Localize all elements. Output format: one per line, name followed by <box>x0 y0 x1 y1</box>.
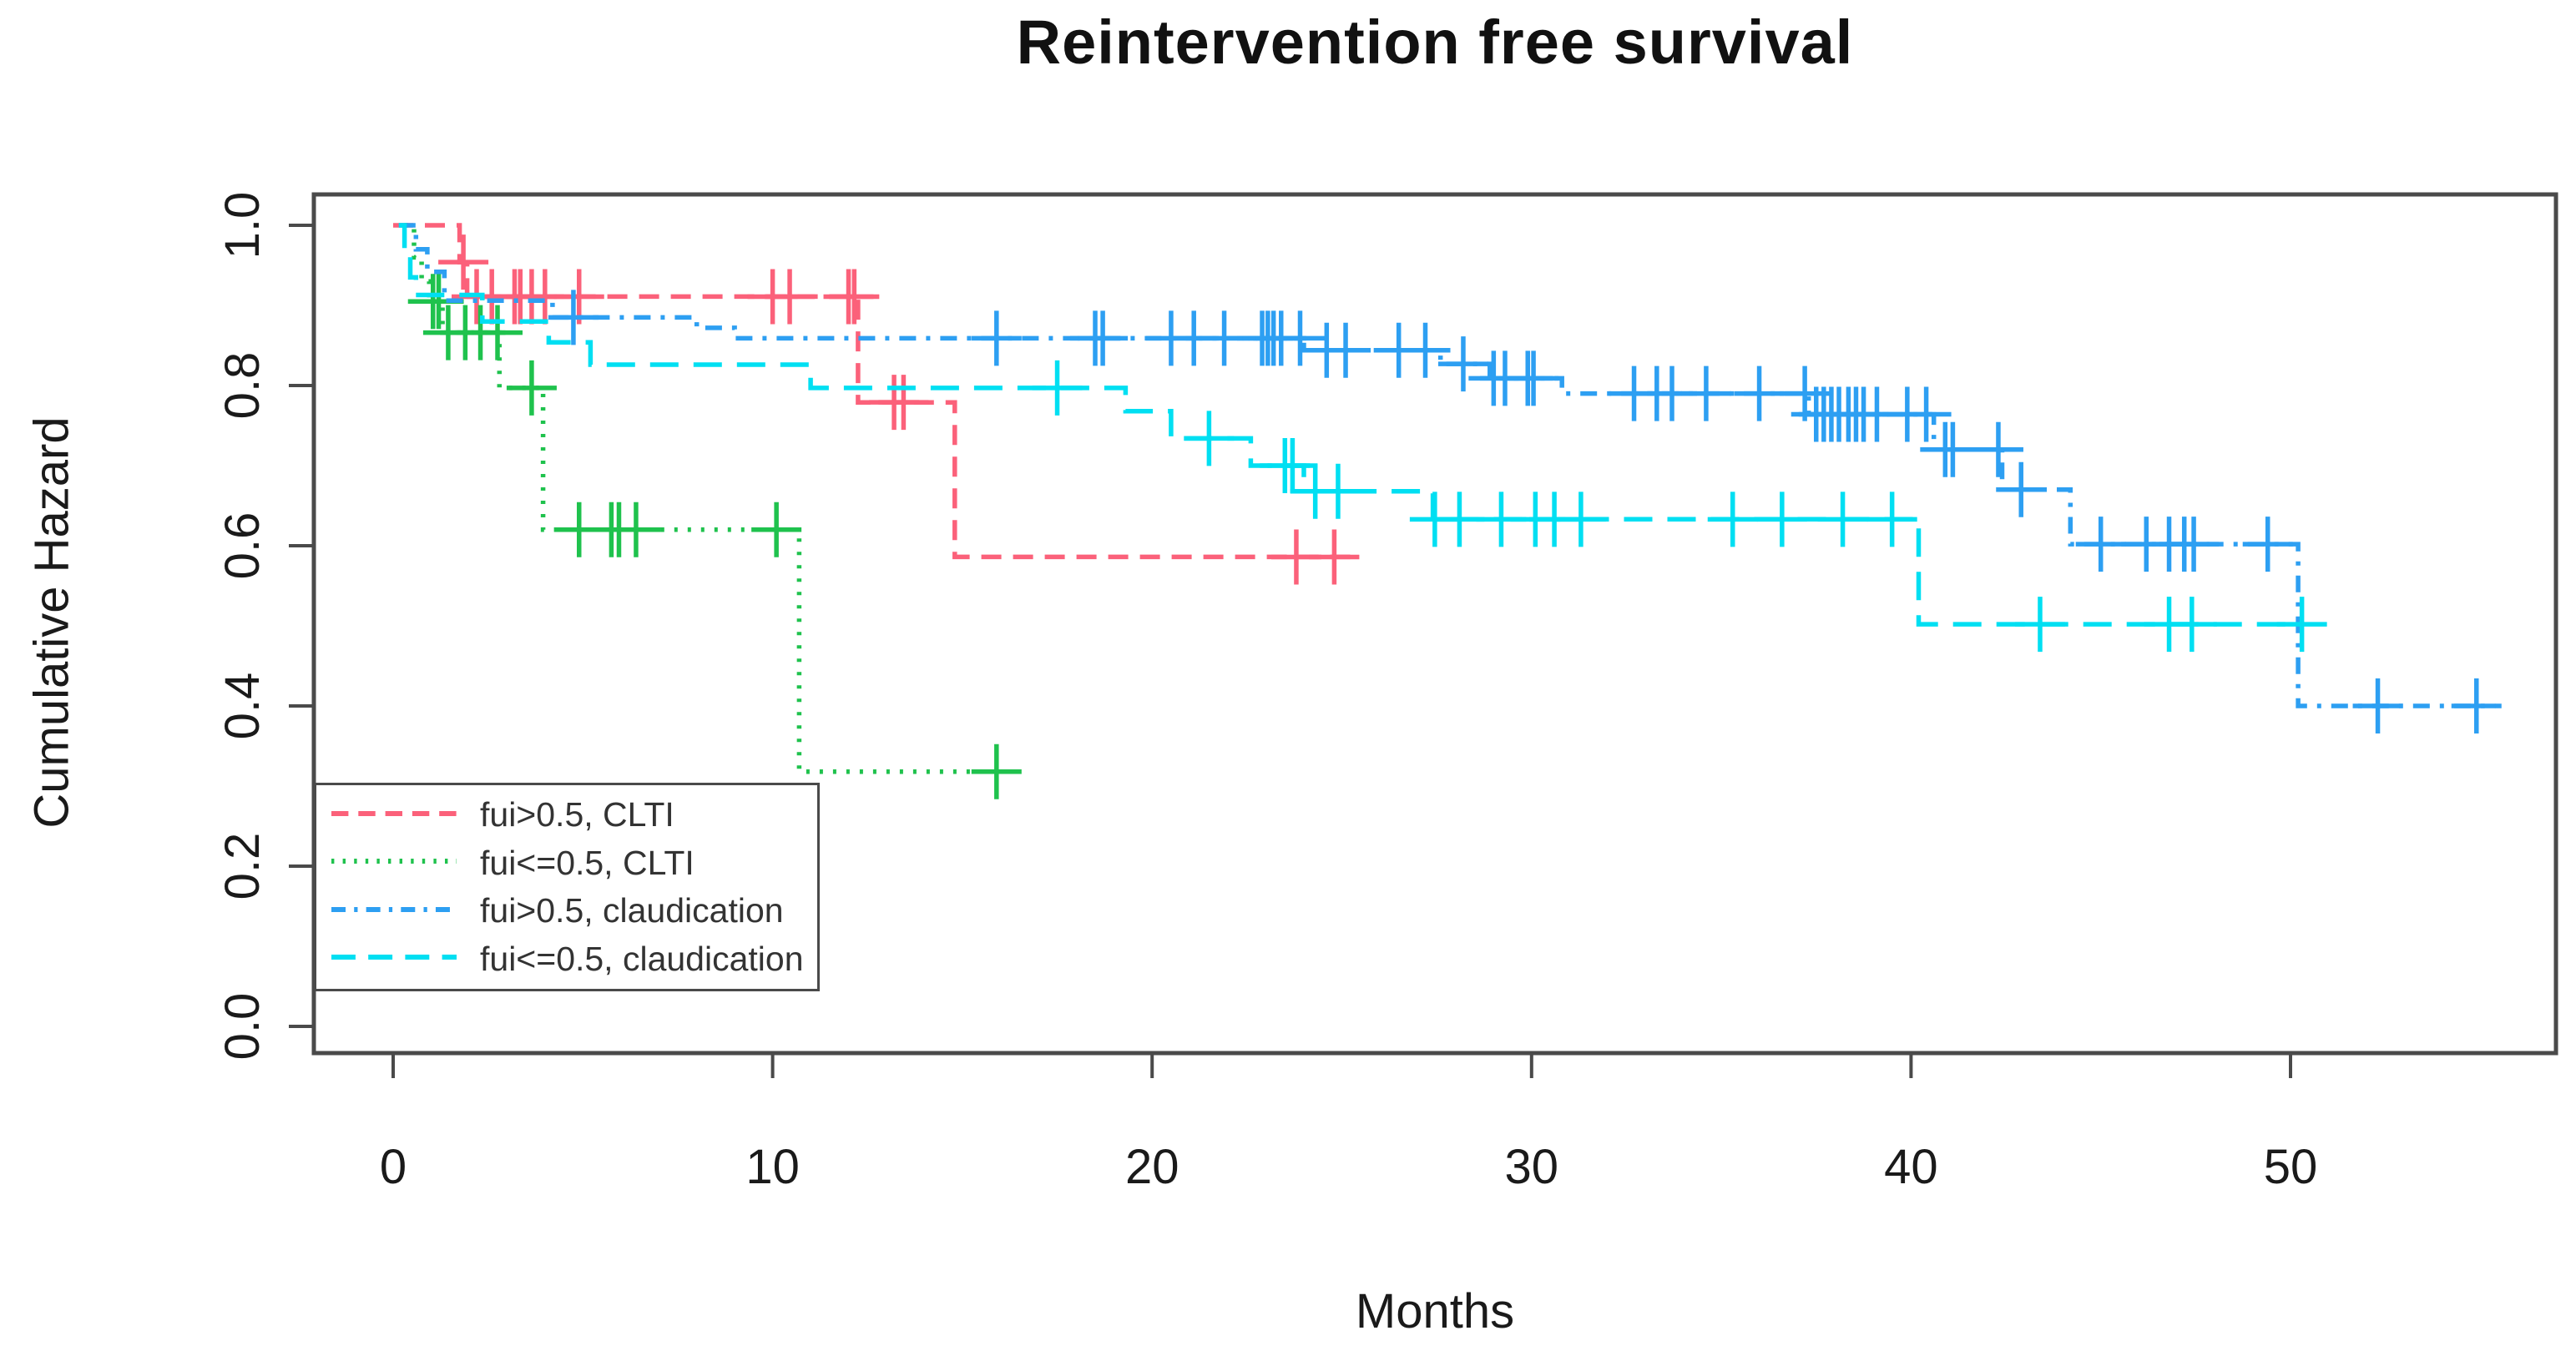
x-axis-tick-label: 20 <box>1125 1140 1179 1194</box>
plot-frame <box>311 192 2558 1056</box>
legend-line-sample-svg <box>331 859 457 864</box>
series-line-fui-le-05-claudication <box>398 223 2302 627</box>
y-axis-tick-label: 1.0 <box>215 192 270 260</box>
series-line-fui-gt-05-claudication <box>398 223 2496 708</box>
legend-item-label: fui<=0.5, CLTI <box>480 843 695 882</box>
legend-line-sample-svg <box>331 955 457 960</box>
x-axis-tick-label: 40 <box>1884 1140 1938 1194</box>
chart-title: Reintervention free survival <box>1016 8 1854 77</box>
y-axis-tick-label: 0.0 <box>215 993 270 1061</box>
x-axis-title: Months <box>1355 1284 1515 1338</box>
y-axis-tick-label: 0.8 <box>215 352 270 420</box>
legend-line-sample <box>331 808 457 823</box>
legend-line-sample-svg <box>331 906 457 912</box>
legend: fui>0.5, CLTI fui<=0.5, CLTI fui>0.5, cl… <box>314 783 820 991</box>
legend-item: fui>0.5, CLTI <box>316 794 817 837</box>
y-axis-tick-label: 0.4 <box>215 673 270 740</box>
legend-item-label: fui>0.5, CLTI <box>480 795 674 834</box>
legend-line-sample-svg <box>331 810 457 816</box>
x-axis-tick-label: 0 <box>380 1140 407 1194</box>
legend-item: fui<=0.5, CLTI <box>316 842 817 885</box>
series-line-fui-gt-05-clti <box>393 223 1357 560</box>
y-axis-tick-label: 0.2 <box>215 833 270 900</box>
legend-item-label: fui<=0.5, claudication <box>480 939 804 978</box>
x-axis-tick-label: 50 <box>2264 1140 2318 1194</box>
legend-line-sample <box>331 855 457 870</box>
legend-line-sample <box>331 951 457 966</box>
x-axis-tick-label: 30 <box>1505 1140 1559 1194</box>
legend-line-sample <box>331 904 457 919</box>
legend-item: fui<=0.5, claudication <box>316 938 817 981</box>
x-axis-tick-label: 10 <box>745 1140 800 1194</box>
y-axis-tick-label: 0.6 <box>215 512 270 580</box>
legend-item-label: fui>0.5, claudication <box>480 891 784 930</box>
legend-item: fui>0.5, claudication <box>316 890 817 933</box>
